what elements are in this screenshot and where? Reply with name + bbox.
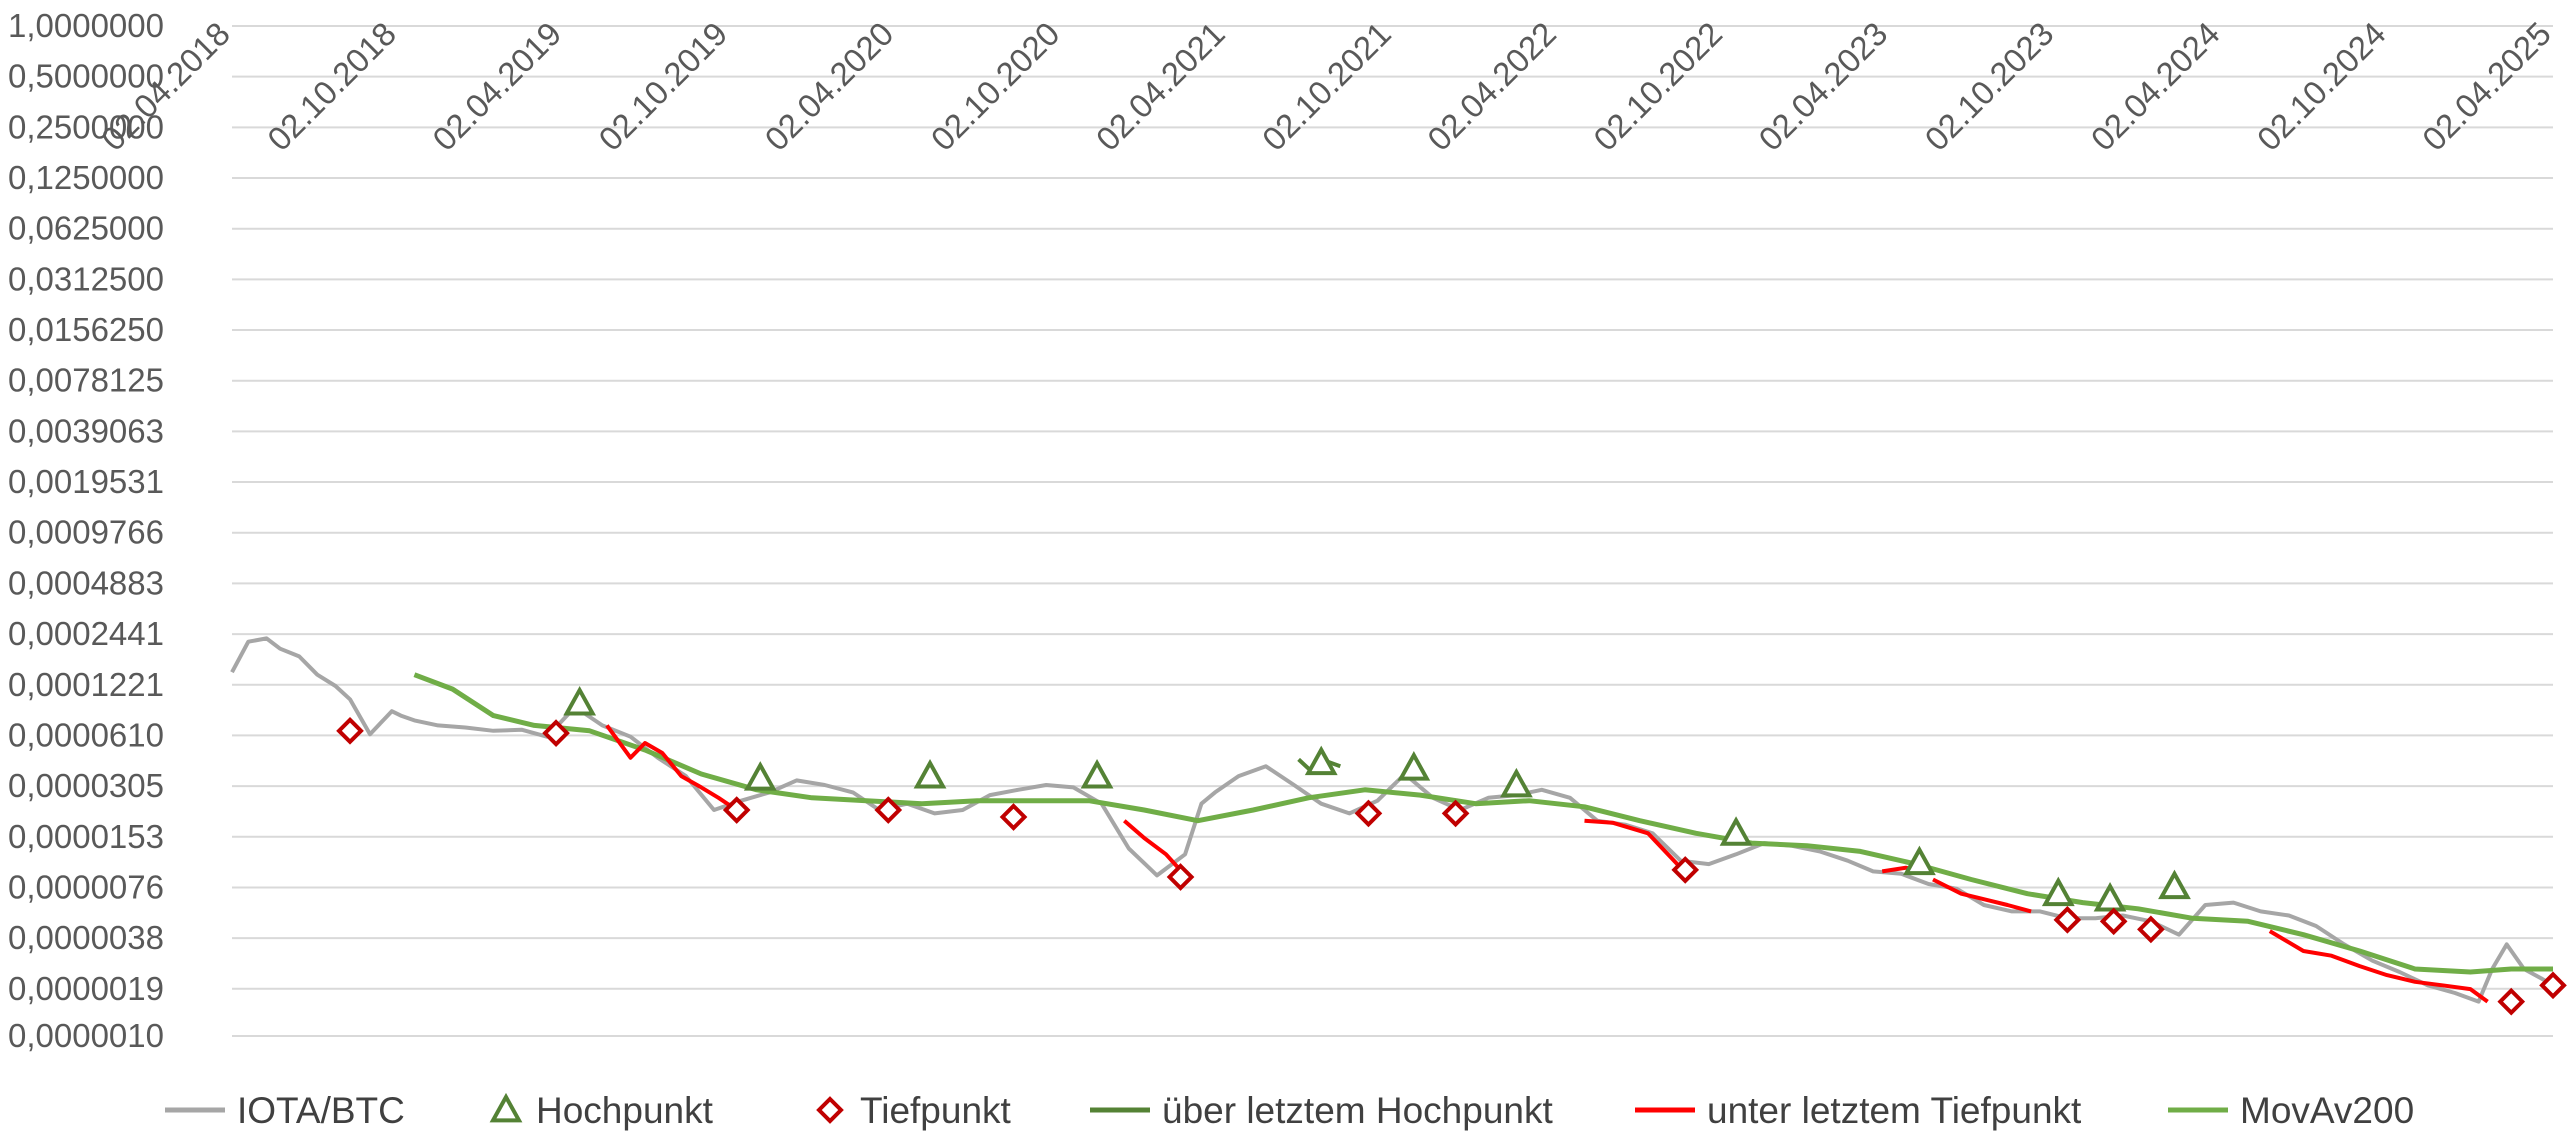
y-tick-label: 0,0002441 [8,615,164,652]
tiefpunkt-marker [2137,915,2165,944]
y-tick-label: 1,0000000 [8,7,164,44]
y-tick-label: 0,0004883 [8,564,164,601]
legend-label: MovAv200 [2240,1090,2414,1131]
x-tick-label: 02.04.2023 [1751,15,1894,158]
legend-label: über letztem Hochpunkt [1162,1090,1553,1131]
tiefpunkt-marker [2099,907,2128,936]
tiefpunkt-marker [2497,987,2526,1016]
tiefpunkt-marker [722,796,751,824]
tiefpunkt-marker [1354,799,1383,828]
y-tick-label: 0,0312500 [8,260,164,297]
y-tick-label: 0,0000019 [8,970,164,1007]
hochpunkt-marker [563,685,597,716]
x-tick-label: 02.10.2022 [1586,15,1729,158]
y-tick-label: 0,0019531 [8,463,164,500]
y-tick-label: 0,0156250 [8,311,164,348]
legend-label: Hochpunkt [536,1090,714,1131]
y-tick-label: 0,0078125 [8,362,164,399]
x-tick-label: 02.10.2018 [260,15,403,158]
hochpunkt-marker [913,758,947,789]
series [230,636,2555,1004]
hochpunkt-marker [2158,869,2191,900]
hochpunkt-marker [1719,816,1753,846]
x-tick-label: 02.04.2025 [2415,15,2558,158]
series-line-unter-letztem-tiefpunkt [2268,929,2489,1004]
legend-entry: unter letztem Tiefpunkt [1635,1090,2082,1131]
x-tick-label: 02.04.2022 [1420,15,1563,158]
hochpunkt-marker [743,761,777,791]
y-tick-label: 0,0000305 [8,767,164,804]
legend-entry: MovAv200 [2168,1090,2414,1131]
y-axis-tick-labels: 1,0000000 0,5000000 0,2500000 0,1250000 0,06… [8,7,164,1054]
legend-entry: IOTA/BTC [165,1090,405,1131]
y-tick-label: 0,0000038 [8,919,164,956]
series-line-movav200 [413,672,2553,975]
x-tick-label: 02.10.2023 [1918,15,2061,158]
legend-label: IOTA/BTC [237,1090,405,1131]
x-axis-tick-labels: 02.04.2018 02.10.2018 02.04.2019 02.10.2019… [94,15,2558,158]
y-tick-label: 0,5000000 [8,58,164,95]
series-line-unter-letztem-tiefpunkt [1122,819,1187,877]
tiefpunkt-marker [1441,799,1470,828]
y-tick-label: 0,0000610 [8,716,164,753]
x-tick-label: 02.04.2021 [1089,15,1232,158]
tiefpunkt-marker [336,716,364,745]
y-tick-label: 0,0000010 [8,1017,164,1054]
y-tick-label: 0,0039063 [8,412,164,449]
x-tick-label: 02.10.2019 [591,15,734,158]
legend-swatch-diamond [816,1096,844,1124]
series-line-unter-letztem-tiefpunkt [1932,877,2032,914]
hochpunkt-marker [1080,758,1114,789]
legend-entry: Hochpunkt [489,1090,714,1131]
legend-entry: Tiefpunkt [816,1090,1012,1131]
hochpunkt-marker [2041,876,2075,907]
legend: IOTA/BTC Hochpunkt Tiefpunkt über letztem H… [165,1090,2414,1131]
series-line-unter-letztem-tiefpunkt [605,724,738,812]
tiefpunkt-marker [2053,905,2082,934]
gridlines [232,25,2553,1037]
y-tick-label: 0,0000153 [8,818,164,855]
legend-entry: über letztem Hochpunkt [1090,1090,1553,1131]
hochpunkt-marker [1903,845,1936,876]
hochpunkt-marker [2093,882,2127,912]
y-tick-label: 0,1250000 [8,159,164,196]
y-tick-label: 0,0009766 [8,514,164,551]
y-tick-label: 0,0001221 [8,666,164,703]
x-tick-label: 02.10.2021 [1255,15,1398,158]
hochpunkt-marker [1304,745,1338,776]
x-tick-label: 02.04.2019 [425,15,568,158]
series-line-unter-letztem-tiefpunkt [1584,818,1683,870]
legend-label: Tiefpunkt [860,1090,1012,1131]
x-tick-label: 02.10.2020 [924,15,1067,158]
tiefpunkt-marker [999,803,1028,831]
x-tick-label: 02.04.2024 [2084,15,2227,158]
legend-label: unter letztem Tiefpunkt [1707,1090,2082,1131]
y-tick-label: 0,0625000 [8,210,164,247]
tiefpunkt-marker [2539,971,2567,1000]
tiefpunkt-marker [542,719,570,747]
series-line-iota-btc [230,636,2555,1004]
x-tick-label: 02.04.2020 [758,15,901,158]
markers [336,685,2567,1016]
tiefpunkt-marker [1671,856,1700,884]
legend-swatch-triangle [489,1092,523,1123]
y-tick-label: 0,2500000 [8,108,164,145]
x-tick-label: 02.10.2024 [2250,15,2393,158]
tiefpunkt-marker [874,796,903,824]
hochpunkt-marker [1397,751,1431,781]
hochpunkt-marker [1500,767,1533,798]
tiefpunkt-marker [1166,863,1195,891]
y-tick-label: 0,0000076 [8,868,164,905]
